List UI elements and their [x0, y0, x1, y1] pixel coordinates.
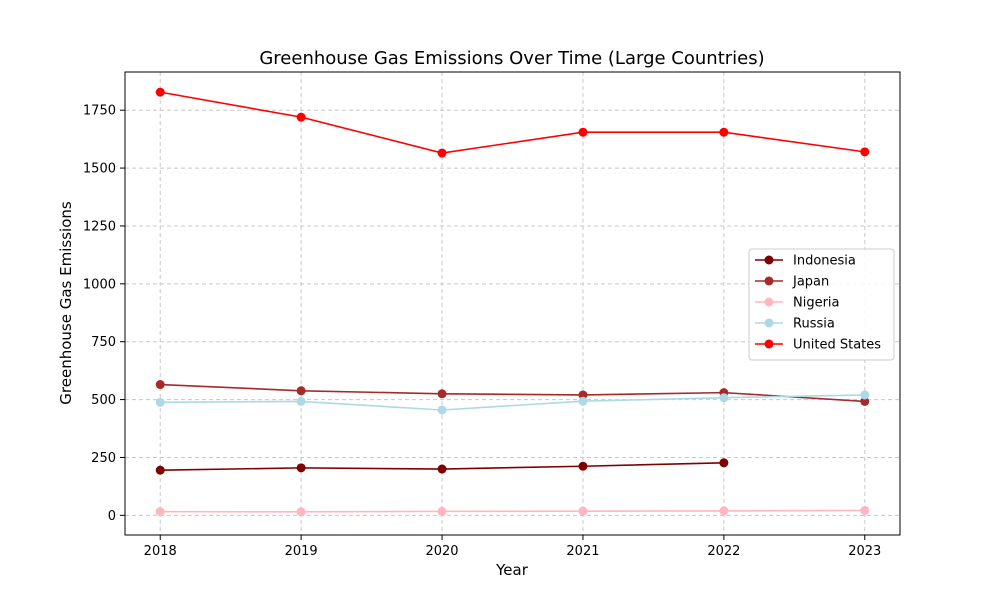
series-line	[160, 509, 865, 513]
x-tick-label: 2021	[566, 544, 599, 559]
data-point	[155, 465, 165, 475]
data-point	[578, 506, 588, 516]
data-point	[155, 507, 165, 517]
legend-entry: Indonesia	[755, 254, 856, 269]
x-tick-label: 2018	[144, 544, 177, 559]
data-point	[719, 127, 729, 137]
data-point	[719, 458, 729, 468]
data-point	[719, 393, 729, 403]
series-nigeria	[155, 505, 870, 517]
legend-marker	[764, 318, 774, 328]
legend-marker	[764, 297, 774, 307]
legend-box	[748, 248, 895, 361]
x-axis-label: Year	[495, 561, 529, 579]
series-line	[160, 394, 865, 411]
x-tick-label: 2023	[848, 544, 881, 559]
legend-label: United States	[793, 338, 881, 353]
data-point	[155, 380, 165, 390]
y-tick-label: 1500	[83, 162, 116, 177]
x-tick-label: 2019	[285, 544, 318, 559]
series-united-states	[155, 87, 870, 158]
legend-marker	[764, 255, 774, 265]
legend-marker	[764, 276, 774, 286]
axis-ticks: 2018 2019 2020 2021 2022 2023 0 250 500 750 1000 12…	[83, 104, 881, 559]
series-japan	[155, 380, 870, 406]
y-tick-label: 500	[91, 393, 116, 408]
data-point	[155, 397, 165, 407]
data-point	[860, 396, 870, 406]
data-point	[437, 148, 447, 158]
data-point	[296, 507, 306, 517]
legend-entry: Nigeria	[755, 296, 840, 311]
data-point	[155, 87, 165, 97]
data-point	[578, 127, 588, 137]
data-point	[437, 389, 447, 399]
legend-entry: Japan	[755, 275, 829, 290]
series-line	[160, 91, 865, 154]
series-layer	[155, 87, 870, 517]
legend-label: Indonesia	[793, 254, 856, 269]
y-tick-label: 1250	[83, 219, 116, 234]
y-tick-label: 1750	[83, 104, 116, 119]
y-tick-label: 1000	[83, 277, 116, 292]
data-point	[296, 112, 306, 122]
data-point	[437, 405, 447, 415]
data-point	[860, 390, 870, 400]
chart-title: Greenhouse Gas Emissions Over Time (Larg…	[259, 48, 764, 69]
data-point	[578, 390, 588, 400]
y-tick-label: 0	[108, 509, 116, 524]
legend-label: Russia	[793, 317, 835, 332]
data-point	[296, 396, 306, 406]
y-tick-label: 250	[91, 451, 116, 466]
legend-entry: Russia	[755, 317, 835, 332]
legend-label: Japan	[792, 275, 829, 290]
data-point	[296, 386, 306, 396]
data-point	[437, 464, 447, 474]
series-russia	[155, 390, 870, 415]
data-point	[578, 396, 588, 406]
x-tick-label: 2022	[707, 544, 740, 559]
data-point	[719, 506, 729, 516]
legend-entry: United States	[755, 338, 881, 353]
data-point	[296, 463, 306, 473]
y-tick-label: 750	[91, 335, 116, 350]
plot-frame	[124, 71, 901, 536]
series-line	[160, 383, 865, 403]
legend-label: Nigeria	[793, 296, 840, 311]
data-point	[860, 505, 870, 515]
data-point	[578, 461, 588, 471]
data-point	[437, 506, 447, 516]
x-tick-label: 2020	[425, 544, 458, 559]
legend-marker	[764, 339, 774, 349]
y-axis-label: Greenhouse Gas Emissions	[57, 201, 75, 405]
data-point	[860, 147, 870, 157]
series-indonesia	[155, 458, 729, 475]
legend: Indonesia Japan Nigeria Russia United States	[748, 248, 895, 361]
